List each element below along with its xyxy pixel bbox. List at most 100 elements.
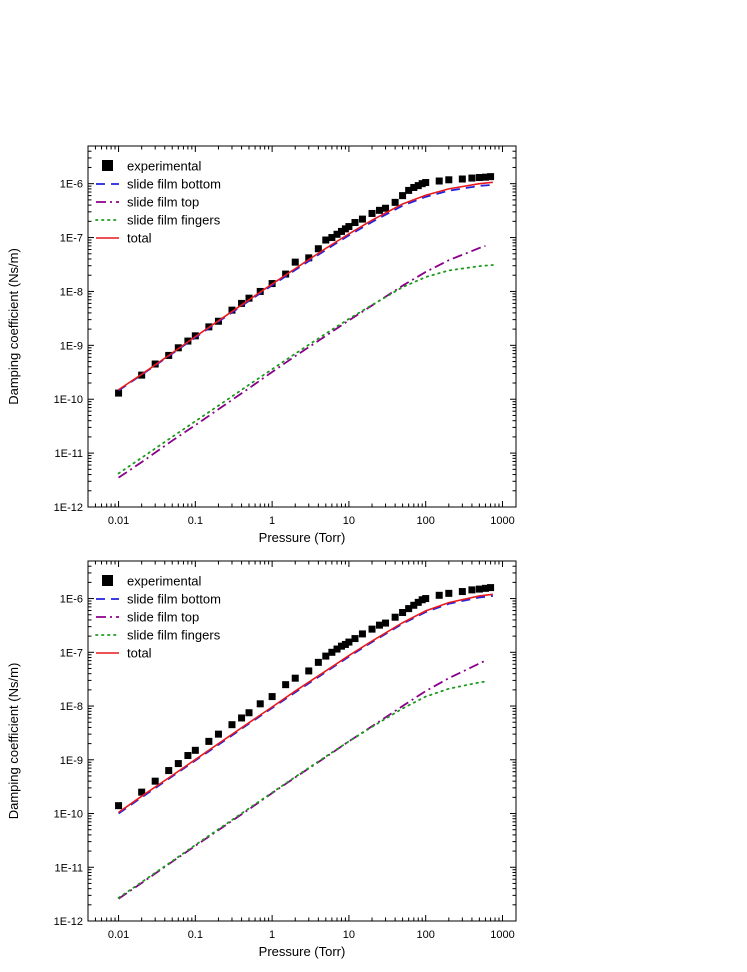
x-tick-label: 1	[269, 929, 275, 941]
y-tick-label: 1E-6	[60, 179, 83, 191]
legend-item: slide film fingers	[95, 628, 221, 643]
data-point	[422, 179, 430, 187]
legend-label: total	[127, 231, 152, 246]
data-point	[322, 236, 330, 244]
data-point	[435, 591, 443, 599]
data-point	[165, 767, 173, 775]
plot-area	[115, 584, 495, 900]
series-line-total	[118, 593, 493, 814]
series-line-slide-film-top	[118, 659, 486, 900]
data-point	[256, 700, 264, 708]
x-tick-label: 0.01	[108, 929, 129, 941]
plot-area	[115, 173, 495, 479]
y-ticks	[88, 145, 516, 508]
x-ticks	[87, 561, 503, 921]
data-point	[358, 630, 366, 638]
data-point	[305, 667, 313, 675]
data-point	[487, 173, 495, 181]
data-point	[333, 645, 341, 653]
data-point	[414, 182, 422, 190]
series-line-total	[118, 181, 493, 391]
data-point	[351, 635, 359, 643]
data-point	[174, 760, 182, 768]
legend-label: slide film bottom	[127, 592, 221, 607]
data-point	[238, 714, 246, 722]
legend: experimental slide film bottom slide film …	[95, 574, 221, 661]
y-tick-label: 1E-7	[60, 647, 83, 659]
y-tick-label: 1E-9	[60, 755, 83, 767]
data-point	[468, 174, 476, 182]
data-point	[468, 586, 476, 594]
x-tick-label: 1000	[490, 515, 514, 527]
legend-label: slide film top	[127, 195, 199, 210]
plot-frame	[87, 560, 517, 922]
legend-item: experimental	[102, 159, 202, 174]
data-point	[410, 183, 418, 191]
chart-2: 0.01 0.1 1 10 100 1000 1E-12 1E-11 1E-10 1E-9 1E-8…	[6, 560, 517, 959]
data-point	[151, 777, 159, 785]
data-point	[351, 219, 359, 227]
legend-swatch	[102, 575, 113, 586]
x-tick-label: 100	[417, 929, 435, 941]
x-tick-label: 100	[417, 515, 435, 527]
data-point	[475, 585, 483, 593]
data-point	[399, 192, 407, 200]
data-point	[445, 589, 453, 597]
data-point	[268, 693, 276, 701]
data-point	[282, 270, 290, 278]
data-point	[115, 389, 123, 397]
data-point	[422, 595, 430, 603]
data-point	[458, 588, 466, 596]
data-point	[410, 601, 418, 609]
legend-label: total	[127, 646, 152, 661]
chart-1: 0.01 0.1 1 10 100 1000 1E-12 1E-11 1E-10 1E-9 1E-8…	[6, 145, 517, 545]
data-point	[138, 788, 146, 796]
x-tick-label: 0.01	[108, 515, 129, 527]
y-tick-label: 1E-10	[54, 394, 83, 406]
legend-item: slide film bottom	[96, 177, 221, 192]
data-point	[382, 204, 390, 212]
data-point	[238, 299, 246, 307]
data-point	[314, 245, 322, 253]
legend-swatch	[102, 160, 113, 171]
legend-item: total	[96, 646, 152, 661]
legend-item: slide film fingers	[95, 213, 221, 228]
data-point	[228, 721, 236, 729]
data-point	[418, 180, 426, 188]
legend-label: slide film bottom	[127, 177, 221, 192]
data-point	[375, 206, 383, 214]
x-ticks	[87, 146, 503, 507]
data-point	[368, 209, 376, 217]
data-point	[368, 625, 376, 633]
data-point	[337, 227, 345, 235]
series-line-slide-film-fingers	[117, 264, 494, 475]
y-tick-label: 1E-9	[60, 340, 83, 352]
x-tick-label: 1000	[490, 929, 514, 941]
data-point	[487, 584, 495, 592]
data-point	[399, 609, 407, 617]
data-point	[414, 598, 422, 606]
data-point	[391, 613, 399, 621]
y-tick-label: 1E-11	[54, 862, 83, 874]
data-point	[322, 652, 330, 660]
y-tick-label: 1E-12	[54, 916, 83, 928]
data-point	[305, 254, 313, 262]
data-point	[405, 605, 413, 613]
data-point	[214, 730, 222, 738]
y-tick-label: 1E-6	[60, 594, 83, 606]
x-tick-label: 10	[343, 515, 355, 527]
data-point	[333, 230, 341, 238]
legend-item: slide film bottom	[96, 592, 221, 607]
data-point	[341, 640, 349, 648]
data-point	[245, 709, 253, 717]
data-point	[184, 752, 192, 760]
data-point	[291, 258, 299, 266]
data-point	[435, 177, 443, 185]
data-point	[314, 658, 322, 666]
legend-label: slide film top	[127, 610, 199, 625]
x-tick-label: 1	[269, 515, 275, 527]
y-tick-label: 1E-11	[54, 448, 83, 460]
data-point	[228, 306, 236, 314]
legend-label: slide film fingers	[127, 628, 221, 643]
